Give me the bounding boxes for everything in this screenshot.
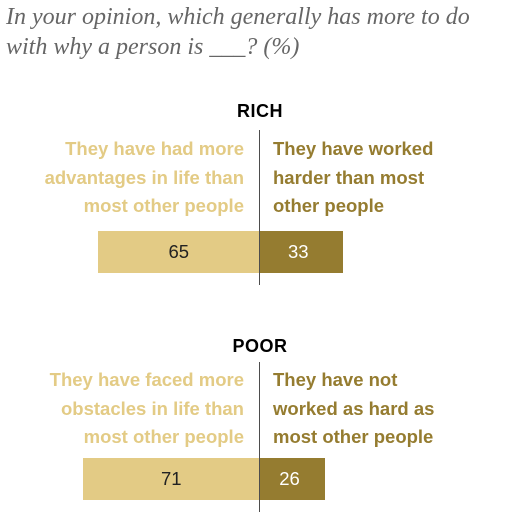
rich-right-bar <box>260 231 343 273</box>
rich-left-label-line: advantages in life than <box>44 166 244 188</box>
poor-right-label-line: worked as hard as <box>273 397 435 419</box>
rich-right-label-line: other people <box>273 195 385 216</box>
rich-divider-line <box>259 130 260 285</box>
poor-right-bar <box>260 458 325 500</box>
poor-left-label-line: obstacles in life than <box>61 397 244 419</box>
poor-right-label-line: They have not <box>273 369 398 390</box>
poor-left-label-line: most other people <box>83 426 244 447</box>
chart-subtitle: In your opinion, which generally has mor… <box>6 4 470 60</box>
rich-section-title: RICH <box>237 101 283 121</box>
rich-left-value: 65 <box>168 241 190 262</box>
poor-left-value: 71 <box>160 468 182 489</box>
poor-right-value: 26 <box>279 468 300 489</box>
rich-left-label-line: most other people <box>83 195 244 216</box>
rich-right-label-line: harder than most <box>273 166 425 188</box>
poor-section-title: POOR <box>232 336 288 356</box>
poor-left-label-line: They have faced more <box>49 369 244 390</box>
poor-left-bar <box>82 458 260 500</box>
poor-right-label-line: most other people <box>273 426 434 447</box>
rich-left-label-line: They have had more <box>65 138 244 159</box>
rich-right-value: 33 <box>287 241 309 262</box>
rich-right-label-line: They have worked <box>273 138 434 159</box>
poor-right-label: They have not worked as hard as most other… <box>273 366 518 452</box>
poor-divider-line <box>259 362 260 512</box>
rich-left-bar <box>97 231 260 273</box>
poor-left-label: They have faced more obstacles in life th… <box>4 366 244 452</box>
rich-left-label: They have had more advantages in life tha… <box>4 135 244 221</box>
rich-right-label: They have worked harder than most other pe… <box>273 135 518 221</box>
